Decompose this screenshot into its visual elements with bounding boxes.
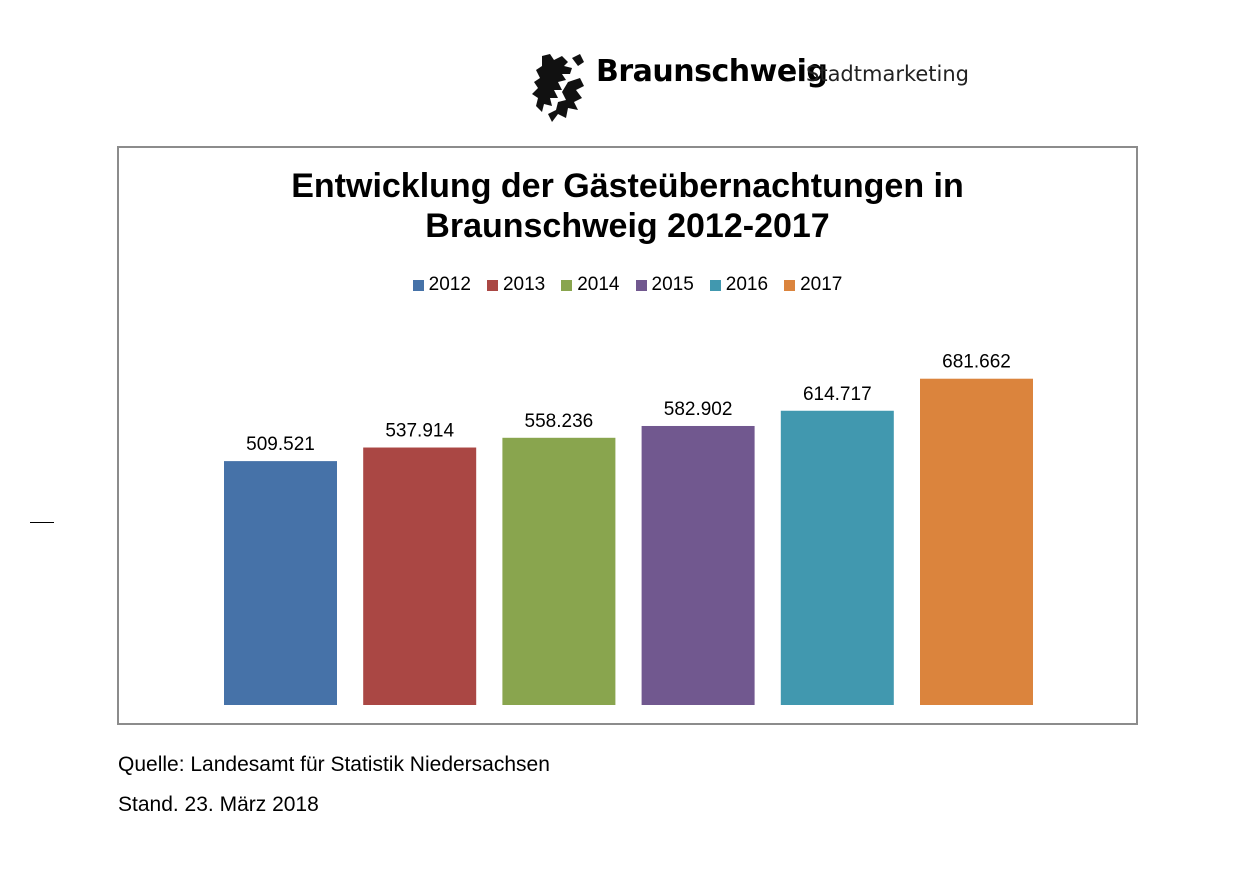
- brand-subtitle: Stadtmarketing: [806, 62, 969, 86]
- legend-label: 2015: [651, 274, 694, 295]
- margin-dash: [30, 522, 54, 523]
- legend-item-2016: 2016: [709, 274, 769, 296]
- bar-2015: [641, 425, 755, 705]
- data-label-2013: 537.914: [385, 421, 454, 442]
- legend-swatch: [486, 279, 498, 291]
- chart-frame: Entwicklung der Gästeübernachtungen in B…: [117, 146, 1138, 725]
- brand-name: Braunschweig: [596, 54, 828, 89]
- legend-item-2014: 2014: [561, 274, 620, 296]
- chart-title: Entwicklung der Gästeübernachtungen in B…: [119, 166, 1136, 246]
- legend-label: 2016: [725, 274, 769, 295]
- bar-2014: [502, 437, 616, 705]
- legend-swatch: [784, 279, 796, 291]
- data-label-2012: 509.521: [246, 434, 315, 455]
- bar-2016: [780, 410, 894, 705]
- source-note: Quelle: Landesamt für Statistik Niedersa…: [118, 753, 550, 776]
- legend-swatch: [635, 279, 647, 291]
- bar-2012: [224, 461, 337, 705]
- legend-item-2015: 2015: [635, 274, 694, 296]
- legend-swatch: [412, 279, 424, 291]
- legend-label: 2013: [502, 274, 546, 295]
- legend-item-2012: 2012: [412, 274, 471, 296]
- bar-2013: [363, 447, 477, 705]
- data-label-2014: 558.236: [525, 411, 594, 432]
- data-label-2016: 614.717: [803, 384, 872, 405]
- bar-2017: [920, 378, 1033, 705]
- bar-plot: 509.521 537.914 558.236 582.902 614.717 681.6…: [224, 352, 1033, 705]
- legend-swatch: [709, 279, 721, 291]
- chart-title-line-1: Entwicklung der Gästeübernachtungen in: [291, 167, 964, 205]
- chart-title-line-2: Braunschweig 2012-2017: [425, 207, 830, 245]
- data-label-2017: 681.662: [942, 352, 1011, 373]
- legend-item-2017: 2017: [784, 274, 842, 296]
- chart-legend: 2012 2013 2014 2015 2016 2017: [119, 274, 1136, 296]
- lion-emblem-icon: [532, 54, 584, 122]
- legend-item-2013: 2013: [486, 274, 546, 296]
- legend-swatch: [561, 279, 573, 291]
- legend-label: 2012: [428, 274, 471, 295]
- date-note: Stand. 23. März 2018: [118, 793, 319, 816]
- legend-label: 2017: [800, 274, 843, 295]
- legend-label: 2014: [577, 274, 620, 295]
- braunschweig-logo: Braunschweig Stadtmarketing: [528, 52, 988, 128]
- data-label-2015: 582.902: [664, 399, 733, 420]
